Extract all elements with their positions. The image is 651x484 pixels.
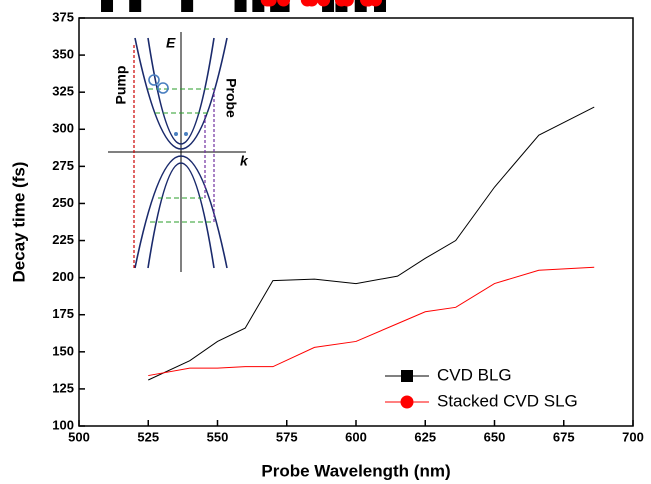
y-tick-label: 375 (52, 9, 74, 24)
carrier (184, 132, 188, 136)
y-tick-label: 275 (52, 158, 74, 173)
data-point (129, 0, 142, 12)
data-point (101, 0, 114, 12)
carrier (157, 82, 169, 94)
data-point (300, 0, 314, 7)
legend-marker (401, 370, 413, 382)
x-tick-label: 700 (622, 429, 644, 444)
x-tick-label: 650 (484, 429, 506, 444)
legend-label: Stacked CVD SLG (437, 391, 578, 410)
x-tick-label: 675 (553, 429, 575, 444)
x-tick-label: 500 (68, 429, 90, 444)
data-point (360, 0, 374, 7)
x-tick-label: 575 (276, 429, 298, 444)
carrier (174, 132, 178, 136)
inset-energy-label: E (166, 35, 176, 51)
y-tick-label: 175 (52, 306, 74, 321)
series-line (148, 266, 595, 377)
valence-band-inner (147, 162, 215, 269)
x-axis-title: Probe Wavelength (nm) (261, 461, 450, 480)
y-tick-label: 150 (52, 343, 74, 358)
y-tick-label: 350 (52, 47, 74, 62)
data-point (234, 0, 247, 12)
conduction-band-outer (134, 37, 228, 150)
conduction-band-inner (147, 37, 215, 145)
data-point (252, 0, 265, 12)
y-axis-title: Decay time (fs) (9, 162, 28, 283)
data-point (260, 0, 274, 7)
legend-label: CVD BLG (437, 365, 512, 384)
inset-probe-label: Probe (223, 78, 239, 118)
data-point (181, 0, 194, 12)
inset-k-label: k (240, 153, 249, 169)
inset-diagram (108, 32, 246, 272)
legend-marker (400, 395, 414, 409)
x-tick-label: 550 (207, 429, 229, 444)
data-point (317, 0, 331, 7)
inset-pump-label: Pump (113, 66, 129, 105)
x-tick-label: 525 (137, 429, 159, 444)
x-tick-label: 625 (414, 429, 436, 444)
valence-band-outer (134, 155, 228, 269)
transition-levels (148, 88, 214, 223)
y-tick-label: 125 (52, 380, 74, 395)
y-tick-label: 100 (52, 417, 74, 432)
y-tick-label: 325 (52, 84, 74, 99)
carrier (148, 74, 160, 86)
series-line (148, 106, 595, 381)
data-point (334, 0, 348, 7)
x-tick-label: 600 (345, 429, 367, 444)
y-tick-label: 250 (52, 195, 74, 210)
y-tick-label: 300 (52, 121, 74, 136)
y-tick-label: 225 (52, 232, 74, 247)
data-point (277, 0, 291, 7)
y-tick-label: 200 (52, 269, 74, 284)
